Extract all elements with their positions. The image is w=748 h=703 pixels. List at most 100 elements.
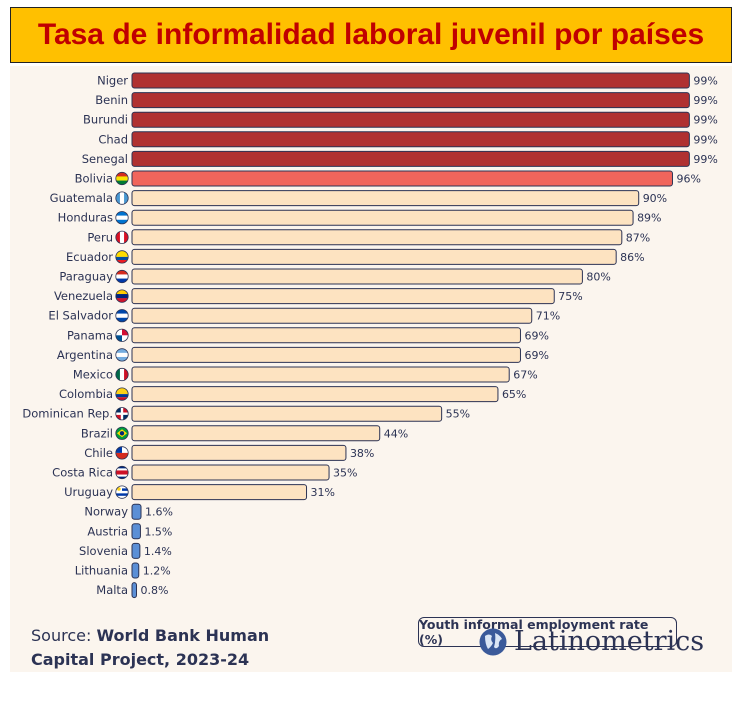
costa-rica-flag-icon xyxy=(115,465,129,480)
bar-row-paraguay: Paraguay 80% xyxy=(59,268,611,285)
category-label-benin: Benin xyxy=(95,93,128,107)
dominican-rep-flag-icon xyxy=(115,407,129,421)
guatemala-flag-icon xyxy=(115,191,129,205)
value-label-uruguay: 31% xyxy=(311,486,335,499)
bar-senegal xyxy=(131,150,690,167)
el-salvador-flag-icon xyxy=(115,309,129,323)
value-label-mexico: 67% xyxy=(513,369,537,382)
bar-row-benin: Benin 99% xyxy=(95,92,718,109)
bar-row-austria: Austria 1.5% xyxy=(87,523,172,540)
bar-argentina xyxy=(131,346,521,363)
category-label-chile: Chile xyxy=(84,446,113,460)
source-note: Source: World Bank Human Capital Project… xyxy=(31,624,269,672)
mexico-flag-icon xyxy=(115,367,129,382)
bar-el-salvador xyxy=(131,307,533,324)
bar-panama xyxy=(131,327,521,344)
argentina-flag-icon xyxy=(115,348,129,362)
page-title: Tasa de informalidad laboral juvenil por… xyxy=(37,18,705,51)
value-label-slovenia: 1.4% xyxy=(144,545,172,558)
bar-row-slovenia: Slovenia 1.4% xyxy=(79,542,172,559)
category-label-senegal: Senegal xyxy=(82,152,128,166)
bar-peru xyxy=(131,229,623,246)
bar-row-venezuela: Venezuela 75% xyxy=(54,288,583,305)
category-label-mexico: Mexico xyxy=(73,368,113,382)
category-label-dominican-rep: Dominican Rep. xyxy=(22,407,113,421)
bar-row-mexico: Mexico 67% xyxy=(73,366,538,383)
value-label-chad: 99% xyxy=(693,133,717,146)
value-label-honduras: 89% xyxy=(637,212,661,225)
category-label-ecuador: Ecuador xyxy=(66,250,113,264)
bar-row-senegal: Senegal 99% xyxy=(82,150,718,167)
bar-malta xyxy=(131,582,138,599)
brazil-flag-icon xyxy=(115,426,129,440)
value-label-ecuador: 86% xyxy=(620,251,644,264)
bar-row-panama: Panama 69% xyxy=(67,327,549,344)
bar-row-niger: Niger 99% xyxy=(97,72,718,89)
category-label-norway: Norway xyxy=(84,505,128,519)
bar-row-ecuador: Ecuador 86% xyxy=(66,248,645,265)
bar-guatemala xyxy=(131,190,640,207)
bar-row-dominican-rep: Dominican Rep. 55% xyxy=(22,405,470,422)
bar-dominican-rep xyxy=(131,405,443,422)
bolivia-flag-icon xyxy=(115,171,129,186)
value-label-senegal: 99% xyxy=(693,153,717,166)
bar-row-brazil: Brazil 44% xyxy=(81,425,408,442)
bar-honduras xyxy=(131,209,634,226)
bar-benin xyxy=(131,92,690,109)
category-label-lithuania: Lithuania xyxy=(75,564,128,578)
value-label-colombia: 65% xyxy=(502,388,526,401)
value-label-peru: 87% xyxy=(626,231,650,244)
category-label-niger: Niger xyxy=(97,74,128,88)
bar-colombia xyxy=(131,386,499,403)
value-label-lithuania: 1.2% xyxy=(143,565,171,578)
category-label-el-salvador: El Salvador xyxy=(48,309,113,323)
value-label-malta: 0.8% xyxy=(141,584,169,597)
category-label-austria: Austria xyxy=(87,524,128,538)
panama-flag-icon xyxy=(115,328,129,342)
bar-norway xyxy=(131,503,142,520)
bar-brazil xyxy=(131,425,381,442)
uruguay-flag-icon xyxy=(115,485,129,499)
bar-row-honduras: Honduras 89% xyxy=(58,209,662,226)
category-label-venezuela: Venezuela xyxy=(54,289,113,303)
colombia-flag-icon xyxy=(115,387,129,401)
bar-row-argentina: Argentina 69% xyxy=(57,346,549,363)
value-label-bolivia: 96% xyxy=(676,173,700,186)
brand-logo: Latinometrics xyxy=(478,626,704,657)
bar-niger xyxy=(131,72,690,89)
bar-lithuania xyxy=(131,562,140,579)
bar-burundi xyxy=(131,111,690,128)
bar-row-colombia: Colombia 65% xyxy=(59,386,526,403)
bar-chile xyxy=(131,444,347,461)
globe-icon xyxy=(479,628,507,655)
category-label-peru: Peru xyxy=(87,230,113,244)
bar-row-chad: Chad 99% xyxy=(98,131,718,148)
bar-uruguay xyxy=(131,484,308,501)
chile-flag-icon xyxy=(115,446,129,460)
category-label-panama: Panama xyxy=(67,328,113,342)
bar-paraguay xyxy=(131,268,583,285)
bar-row-costa-rica: Costa Rica 35% xyxy=(52,464,358,481)
category-label-malta: Malta xyxy=(96,583,128,597)
value-label-norway: 1.6% xyxy=(145,506,173,519)
value-label-brazil: 44% xyxy=(384,427,408,440)
category-label-guatemala: Guatemala xyxy=(50,191,113,205)
peru-flag-icon xyxy=(115,230,129,244)
category-label-bolivia: Bolivia xyxy=(75,172,113,186)
bar-row-guatemala: Guatemala 90% xyxy=(50,190,667,207)
honduras-flag-icon xyxy=(115,211,129,225)
chart-panel: Niger 99% Benin 99% Burundi 99% Chad 99% Senegal… xyxy=(10,66,732,672)
value-label-benin: 99% xyxy=(693,94,717,107)
bar-chad xyxy=(131,131,690,148)
value-label-paraguay: 80% xyxy=(586,271,610,284)
ecuador-flag-icon xyxy=(115,250,129,264)
bar-chart: Niger 99%Benin 99%Burundi 99%Chad 99%Senegal… xyxy=(22,72,718,599)
bar-row-el-salvador: El Salvador 71% xyxy=(48,307,560,324)
category-label-chad: Chad xyxy=(98,132,128,146)
category-label-honduras: Honduras xyxy=(58,211,113,225)
value-label-austria: 1.5% xyxy=(144,525,172,538)
bar-row-uruguay: Uruguay 31% xyxy=(64,484,335,501)
bar-austria xyxy=(131,523,141,540)
value-label-venezuela: 75% xyxy=(558,290,582,303)
bar-row-lithuania: Lithuania 1.2% xyxy=(75,562,171,579)
